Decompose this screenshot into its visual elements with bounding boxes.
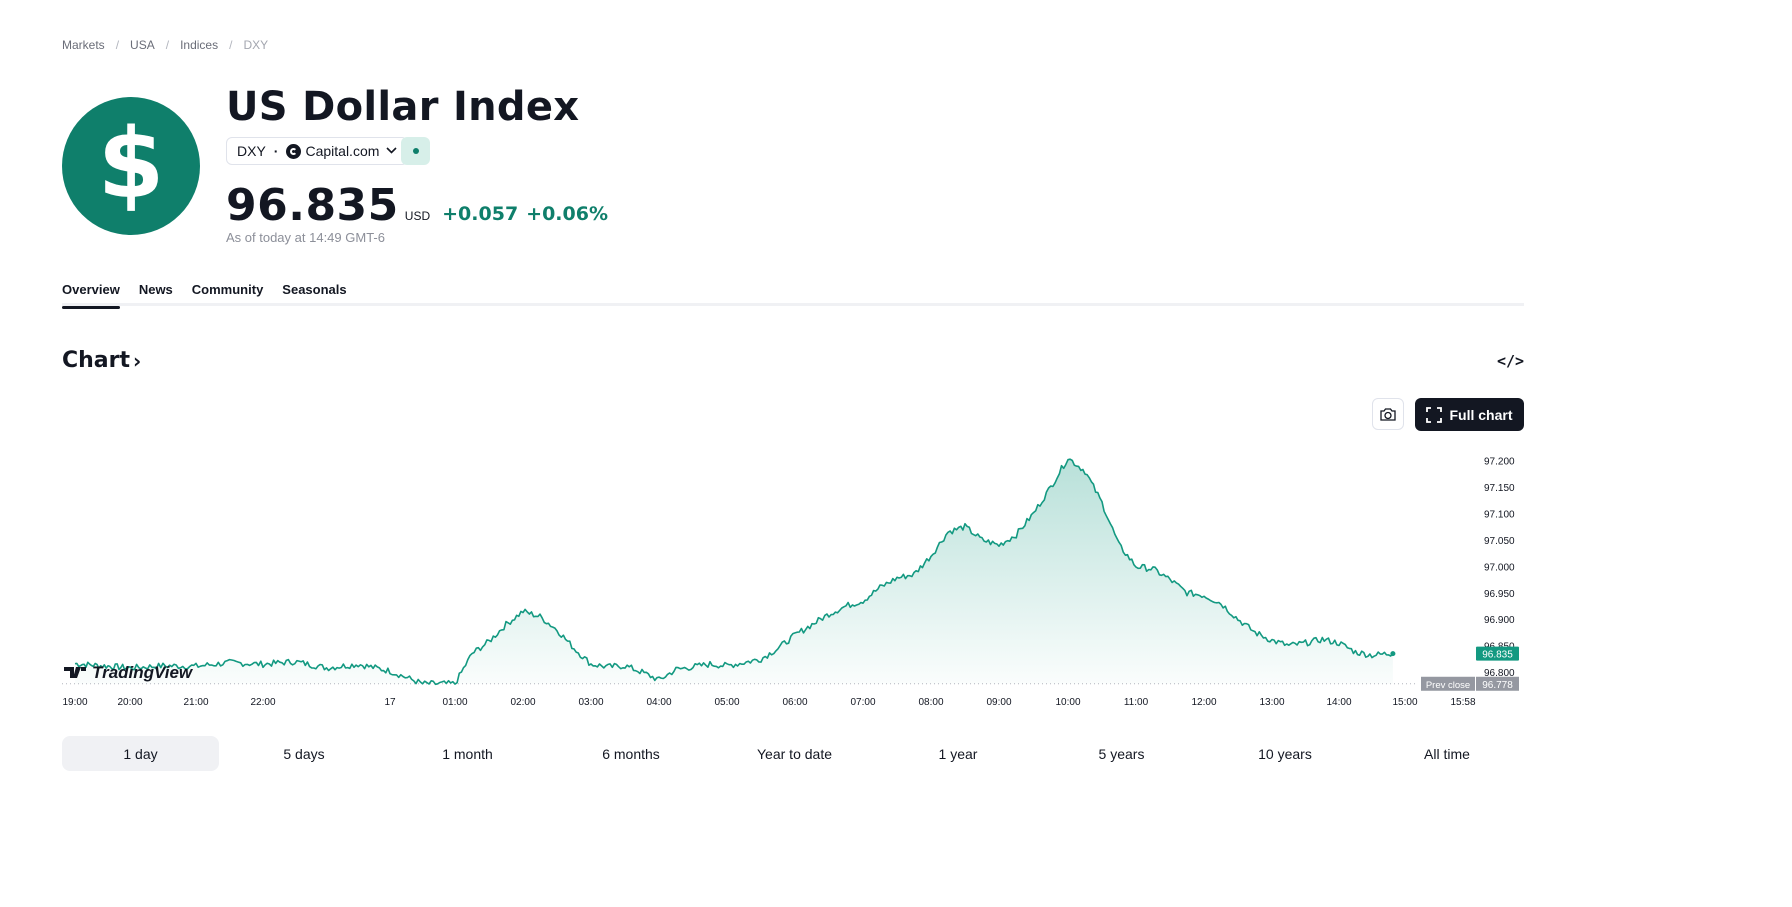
x-tick-label: 01:00 [442,697,467,708]
range-1-year[interactable]: 1 year [938,745,978,762]
range-year-to-date[interactable]: Year to date [757,745,832,762]
tab-news[interactable]: News [138,282,173,297]
tradingview-mark [64,667,86,678]
page-title: US Dollar Index [226,84,580,130]
price-row: 96.835 USD +0.057 +0.06% [226,180,608,231]
x-tick-label: 06:00 [782,697,807,708]
source-label: Capital.com [305,143,380,159]
range-5-years[interactable]: 5 years [1098,745,1145,762]
breadcrumb-current: DXY [243,38,269,52]
breadcrumb: Markets / USA / Indices / DXY [62,38,268,52]
price-change: +0.057 [442,203,519,225]
prev-close-value: 96.778 [1482,680,1513,691]
breadcrumb-separator: / [229,38,233,52]
tradingview-watermark: TradingView [92,663,194,682]
range-10-years[interactable]: 10 years [1258,745,1312,762]
full-chart-button[interactable]: Full chart [1415,398,1524,431]
x-tick-label: 15:58 [1450,697,1475,708]
price-line [74,458,1394,686]
last-price: 96.835 [226,180,399,231]
x-tick-label: 11:00 [1124,697,1149,708]
breadcrumb-indices[interactable]: Indices [180,38,219,52]
as-of-timestamp: As of today at 14:49 GMT-6 [226,230,385,245]
x-tick-label: 15:00 [1392,697,1417,708]
range-1-day[interactable]: 1 day [62,736,219,771]
chevron-down-icon [386,145,397,157]
dollar-sign-icon: $ [97,108,165,220]
time-range-selector: 1 day 5 days 1 month 6 months Year to date 1 … [62,736,1524,771]
tab-seasonals[interactable]: Seasonals [282,282,347,297]
symbol-logo: $ [62,97,200,235]
x-tick-label: 08:00 [918,697,943,708]
capital-com-icon [286,143,302,159]
prev-close-label: Prev close [1426,680,1470,691]
status-dot-icon [412,148,419,154]
market-open-indicator[interactable] [401,137,430,165]
camera-icon [1380,407,1396,421]
breadcrumb-markets[interactable]: Markets [62,38,105,52]
breadcrumb-separator: / [165,38,170,52]
prev-close-value-badge [1476,676,1519,691]
x-tick-label: 19:00 [62,697,87,708]
y-tick-label: 97.050 [1484,536,1515,547]
last-price-label: 96.835 [1482,650,1513,661]
x-tick-label: 13:00 [1259,697,1284,708]
x-tick-label: 20:00 [117,697,142,708]
x-tick-label: 14:00 [1326,697,1351,708]
symbol-source-selector[interactable]: DXY · Capital.com [226,137,409,165]
separator-dot: · [273,143,279,159]
x-tick-label: 22:00 [250,697,275,708]
y-tick-label: 97.100 [1484,509,1515,520]
y-tick-label: 97.200 [1484,457,1515,468]
currency-label: USD [404,209,431,223]
range-6-months[interactable]: 6 months [602,745,660,762]
tradingview-logo-icon [64,667,86,678]
breadcrumb-separator: / [115,38,120,52]
section-tabs: Overview News Community Seasonals [62,280,1524,309]
x-tick-label: 12:00 [1191,697,1216,708]
y-tick-label: 96.950 [1484,589,1515,600]
x-tick-label: 10:00 [1055,697,1080,708]
y-tick-label: 97.150 [1484,483,1515,494]
y-tick-label: 97.000 [1484,562,1515,573]
x-tick-label: 09:00 [986,697,1011,708]
full-chart-label: Full chart [1449,406,1513,423]
x-tick-label: 04:00 [646,697,671,708]
x-tick-label: 21:00 [183,697,208,708]
prev-close-badge [1421,676,1475,691]
embed-code-icon[interactable]: </> [1497,352,1525,370]
x-tick-label: 02:00 [510,697,535,708]
range-5-days[interactable]: 5 days [283,745,325,762]
range-1-month[interactable]: 1 month [442,745,493,762]
y-tick-label: 96.800 [1484,668,1515,679]
y-tick-label: 96.900 [1484,615,1515,626]
chart-heading-link[interactable]: Chart › [62,348,141,373]
range-all-time[interactable]: All time [1424,745,1470,762]
ticker-label: DXY [237,143,266,159]
fullscreen-icon [1426,406,1443,423]
price-area-fill [75,459,1393,685]
last-price-dot [1390,651,1396,657]
chevron-right-icon: › [133,348,142,373]
x-tick-label: 05:00 [714,697,739,708]
last-price-badge [1476,646,1519,661]
chart-heading-text: Chart [62,348,131,373]
x-tick-label: 07:00 [850,697,875,708]
snapshot-button[interactable] [1372,398,1404,430]
x-tick-label: 03:00 [578,697,603,708]
tab-community[interactable]: Community [191,282,264,297]
breadcrumb-usa[interactable]: USA [130,38,155,52]
x-tick-label: 17 [384,697,396,708]
price-change-percent: +0.06% [526,203,609,225]
tab-overview[interactable]: Overview [62,280,120,309]
price-chart[interactable]: 97.200 97.150 97.100 97.050 97.000 96.950 96.9… [0,440,1792,720]
